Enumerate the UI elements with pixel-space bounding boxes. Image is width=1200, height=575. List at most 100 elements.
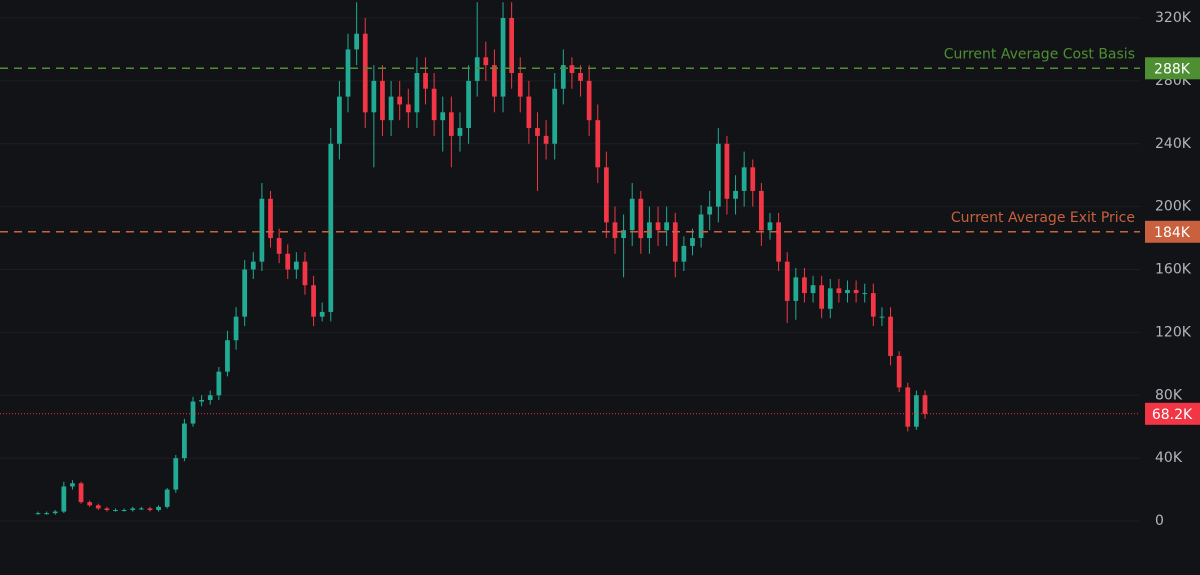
candle-body	[337, 96, 342, 144]
candle-body	[862, 293, 868, 295]
candle-body	[311, 285, 316, 317]
y-tick-label: 80K	[1155, 387, 1183, 403]
candle-body	[517, 73, 523, 97]
reference-label: Current Average Cost Basis	[944, 46, 1135, 62]
candle-body	[371, 80, 377, 113]
candle-body	[182, 423, 187, 459]
candle-body	[586, 80, 592, 121]
candle-body	[612, 222, 618, 239]
candle-body	[164, 489, 170, 507]
candle-body	[457, 128, 463, 136]
candle-body	[302, 261, 308, 286]
candle-body	[870, 293, 876, 317]
candle-body	[552, 88, 558, 144]
candle-body	[707, 206, 713, 215]
candle-body	[595, 120, 601, 168]
candle-body	[647, 222, 652, 239]
y-tick-label: 120K	[1155, 324, 1192, 340]
candle-body	[35, 513, 41, 515]
price-tag-label: 68.2K	[1152, 407, 1193, 423]
candle-body	[629, 198, 635, 231]
price-tag-label: 288K	[1154, 61, 1191, 77]
candle-body	[87, 502, 93, 506]
price-tag	[1145, 402, 1200, 425]
candle-body	[242, 269, 248, 317]
candle-body	[207, 395, 213, 400]
candle-body	[130, 508, 136, 511]
candle-body	[604, 167, 609, 223]
price-tag-label: 184K	[1154, 225, 1191, 241]
candle-body	[802, 277, 807, 294]
candle-body	[819, 285, 825, 309]
candle-body	[259, 198, 265, 262]
candle-body	[414, 73, 420, 113]
candle-body	[328, 143, 334, 312]
y-tick-label: 320K	[1155, 10, 1192, 26]
candle-body	[759, 190, 764, 231]
y-tick-label: 40K	[1155, 450, 1183, 466]
candle-body	[690, 238, 695, 246]
candle-body	[354, 33, 359, 50]
y-tick-label: 160K	[1155, 262, 1192, 278]
candle-body	[190, 401, 196, 424]
candle-body	[784, 261, 790, 301]
candle-body	[397, 96, 403, 105]
candle-body	[845, 289, 850, 294]
reference-label: Current Average Exit Price	[951, 210, 1135, 226]
candle-body	[526, 96, 532, 129]
candle-body	[896, 355, 902, 388]
candle-body	[733, 190, 738, 199]
y-tick-label: 0	[1155, 513, 1164, 529]
candle-body	[879, 316, 885, 318]
candle-body	[535, 128, 540, 136]
y-tick-label: 200K	[1155, 199, 1192, 215]
candle-body	[78, 483, 84, 503]
candle-body	[724, 143, 730, 199]
candle-body	[741, 167, 747, 191]
candle-body	[423, 73, 428, 89]
candle-body	[173, 458, 179, 490]
candle-body	[156, 506, 161, 511]
candle-body	[483, 57, 489, 66]
candle-body	[905, 387, 911, 427]
candle-body	[655, 222, 661, 231]
candle-body	[345, 49, 351, 97]
candle-body	[104, 508, 110, 511]
candle-body	[388, 96, 394, 121]
candle-body	[147, 508, 153, 511]
candle-body	[500, 17, 506, 97]
candle-body	[95, 505, 101, 509]
candle-body	[52, 511, 58, 514]
candle-body	[715, 143, 721, 207]
y-tick-label: 240K	[1155, 136, 1192, 152]
candle-body	[285, 253, 291, 270]
candle-body	[199, 399, 204, 402]
candle-body	[70, 483, 75, 487]
candle-body	[681, 245, 687, 262]
candle-body	[509, 17, 515, 74]
candle-body	[405, 104, 411, 113]
candle-body	[216, 371, 222, 396]
candle-body	[776, 222, 781, 262]
candle-body	[448, 112, 454, 136]
candle-body	[138, 508, 144, 510]
candle-body	[466, 80, 471, 129]
candle-body	[362, 33, 368, 113]
candle-body	[853, 289, 859, 294]
candle-body	[492, 65, 497, 97]
candle-body	[44, 513, 49, 515]
candle-body	[319, 311, 325, 317]
candle-body	[268, 198, 273, 239]
candle-body	[233, 316, 239, 341]
candle-body	[61, 486, 67, 512]
candle-body	[810, 285, 816, 294]
candle-body	[474, 57, 480, 81]
candle-body	[827, 288, 833, 309]
candle-body	[750, 167, 756, 191]
candle-body	[250, 261, 256, 270]
candle-body	[569, 65, 575, 74]
candle-body	[888, 316, 893, 356]
candle-body	[672, 222, 678, 262]
candle-body	[276, 238, 282, 254]
candle-body	[836, 288, 842, 294]
